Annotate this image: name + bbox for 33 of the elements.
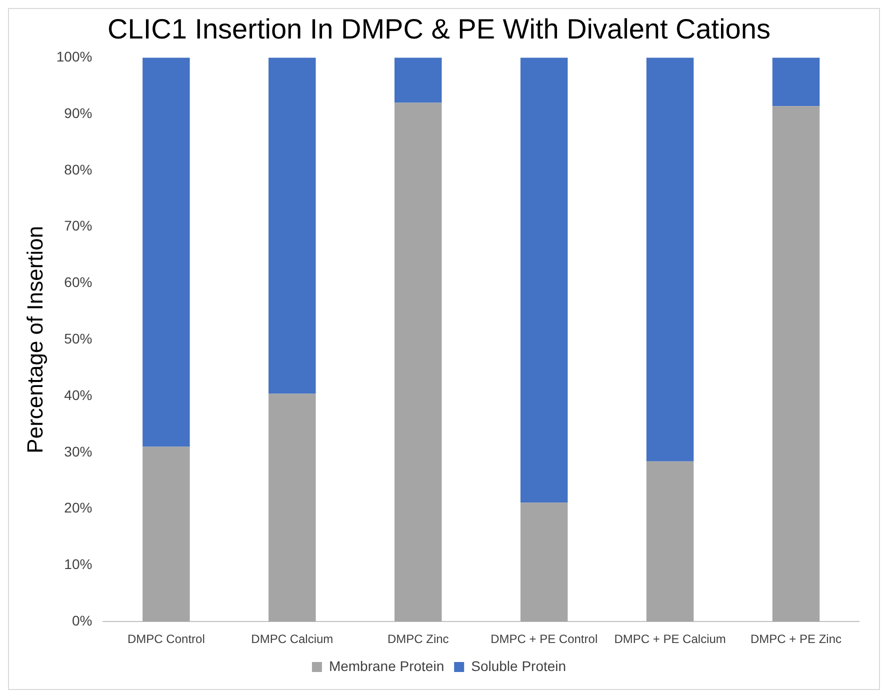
bar [772, 58, 820, 106]
y-axis-title: Percentage of Insertion [22, 226, 48, 454]
bar [772, 106, 820, 622]
bar [646, 58, 694, 462]
bar [520, 502, 568, 622]
bar [520, 58, 568, 503]
bar [142, 446, 190, 622]
x-tick-label: DMPC + PE Zinc [750, 632, 842, 646]
y-tick-label: 0% [72, 612, 92, 628]
bar [394, 102, 442, 622]
y-tick-label: 90% [64, 104, 92, 121]
y-tick-label: 10% [64, 556, 92, 572]
x-tick-label: DMPC + PE Calcium [614, 632, 726, 646]
y-tick-label: 40% [64, 386, 92, 403]
legend-label: Soluble Protein [471, 658, 566, 674]
bar [142, 58, 190, 447]
y-tick-label: 70% [64, 218, 92, 234]
bar [394, 58, 442, 103]
y-tick-label: 100% [56, 48, 92, 64]
legend-label: Membrane Protein [328, 658, 444, 674]
y-tick-label: 80% [64, 161, 92, 178]
x-tick-label: DMPC Calcium [251, 632, 334, 646]
bar [268, 58, 316, 394]
chart-title: CLIC1 Insertion In DMPC & PE With Divalent Cations [108, 14, 770, 45]
bar [268, 394, 316, 622]
x-tick-label: DMPC Zinc [387, 632, 449, 646]
bar [646, 461, 694, 622]
x-tick-label: DMPC + PE Control [490, 632, 598, 646]
y-tick-label: 30% [64, 443, 92, 460]
x-tick-label: DMPC Control [128, 632, 205, 646]
y-tick-label: 20% [64, 500, 92, 516]
y-tick-label: 60% [64, 274, 92, 290]
y-tick-label: 50% [64, 330, 92, 346]
